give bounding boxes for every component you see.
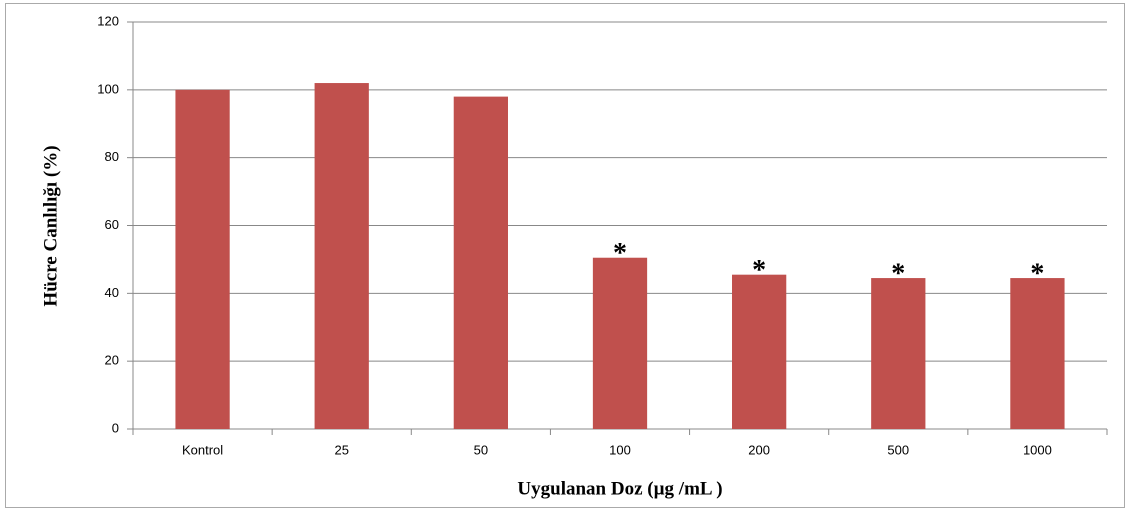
bar bbox=[732, 274, 787, 429]
y-tick-label: 60 bbox=[105, 217, 119, 232]
x-tick-label: 25 bbox=[334, 442, 348, 457]
x-tick-label: 500 bbox=[887, 442, 909, 457]
significance-marker: * bbox=[891, 258, 905, 289]
x-tick-label: 50 bbox=[474, 442, 488, 457]
y-tick-label: 0 bbox=[112, 420, 119, 435]
significance-marker: * bbox=[613, 238, 627, 269]
y-tick-label: 120 bbox=[97, 13, 119, 28]
bar bbox=[592, 257, 648, 429]
y-tick-label: 20 bbox=[105, 353, 119, 368]
bar bbox=[314, 83, 369, 430]
x-tick-label: 1000 bbox=[1023, 442, 1052, 457]
bar bbox=[1010, 278, 1065, 429]
y-axis-title: Hücre Canlılığı (%) bbox=[40, 145, 61, 306]
chart-frame bbox=[5, 3, 1125, 508]
significance-marker: * bbox=[1030, 258, 1044, 289]
y-tick-label: 100 bbox=[97, 81, 119, 96]
x-axis-title: Uygulanan Doz (µg /mL ) bbox=[517, 478, 722, 499]
bar bbox=[871, 278, 926, 429]
bar bbox=[175, 89, 230, 429]
y-tick-label: 40 bbox=[105, 285, 119, 300]
x-tick-label: Kontrol bbox=[182, 442, 223, 457]
bar bbox=[453, 96, 508, 429]
x-tick-label: 100 bbox=[609, 442, 631, 457]
y-tick-label: 80 bbox=[105, 149, 119, 164]
significance-marker: * bbox=[752, 255, 766, 286]
x-tick-label: 200 bbox=[748, 442, 770, 457]
